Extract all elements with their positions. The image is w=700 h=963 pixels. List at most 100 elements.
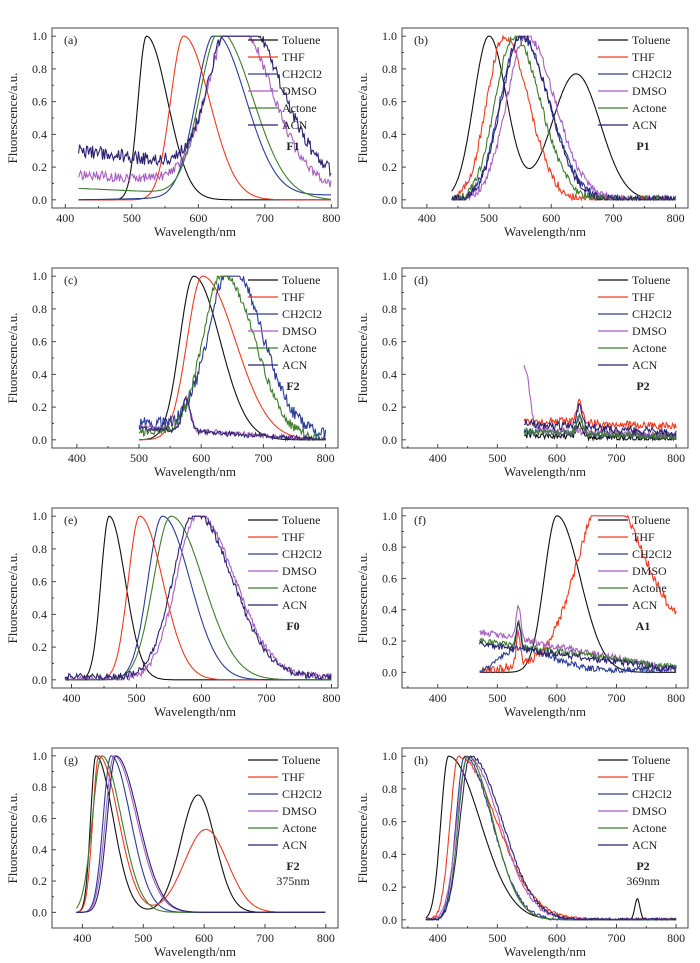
legend-label: CH2Cl2: [282, 67, 322, 81]
chart-svg: 400 500 600 700 800 0.0 0.2 0.4 0.6 0.8 1.0 Wavelen…: [5, 507, 341, 719]
legend-label: ACN: [282, 838, 308, 852]
x-axis-label: Wavelength/nm: [504, 464, 586, 479]
x-tick-label: 600: [548, 931, 566, 945]
legend-label: DMSO: [282, 84, 317, 98]
x-tick-label: 800: [317, 931, 335, 945]
y-tick-label: 0.2: [382, 400, 397, 414]
panel-e: 400 500 600 700 800 0.0 0.2 0.4 0.6 0.8 1.0 Wavelen…: [0, 480, 350, 720]
y-tick-label: 0.2: [32, 640, 47, 654]
legend-label: ACN: [282, 118, 308, 132]
legend-label: DMSO: [632, 564, 667, 578]
x-tick-label: 500: [488, 931, 506, 945]
y-axis-label: Fluorescence/a.u.: [5, 313, 20, 404]
legend-label: DMSO: [282, 324, 317, 338]
y-tick-label: 0.0: [382, 913, 397, 927]
x-axis-label: Wavelength/nm: [504, 704, 586, 719]
y-tick-label: 0.4: [382, 847, 397, 861]
y-tick-label: 0.0: [382, 193, 397, 207]
x-tick-label: 800: [667, 931, 685, 945]
y-tick-label: 0.2: [32, 160, 47, 174]
y-tick-label: 0.4: [32, 843, 47, 857]
y-tick-label: 0.8: [32, 542, 47, 556]
y-tick-label: 0.6: [382, 571, 397, 585]
legend-label: Toluene: [632, 753, 670, 767]
y-tick-label: 0.0: [32, 433, 47, 447]
legend-label: Toluene: [632, 33, 670, 47]
y-tick-label: 0.4: [32, 127, 47, 141]
x-tick-label: 700: [608, 931, 626, 945]
x-tick-label: 700: [256, 211, 274, 225]
y-tick-label: 0.6: [32, 95, 47, 109]
y-tick-label: 0.4: [382, 367, 397, 381]
x-tick-label: 700: [256, 931, 274, 945]
x-tick-label: 700: [254, 451, 272, 465]
y-tick-label: 0.6: [32, 335, 47, 349]
y-axis-label: Fluorescence/a.u.: [355, 313, 370, 404]
sample-annotation: P1: [636, 139, 649, 153]
y-axis-label: Fluorescence/a.u.: [355, 73, 370, 164]
sample-annotation: P2: [636, 379, 649, 393]
legend-label: THF: [632, 50, 655, 64]
panel-label: (c): [64, 273, 77, 287]
series-line-thf: [523, 398, 677, 431]
legend-label: Toluene: [282, 753, 320, 767]
panel-label: (a): [64, 33, 77, 47]
y-tick-label: 0.6: [32, 811, 47, 825]
plot-frame: [401, 507, 689, 689]
panel-label: (b): [414, 33, 428, 47]
x-axis-label: Wavelength/nm: [154, 464, 236, 479]
y-tick-label: 0.8: [32, 302, 47, 316]
legend-label: Actone: [632, 101, 667, 115]
legend-label: Actone: [632, 821, 667, 835]
y-tick-label: 1.0: [32, 749, 47, 763]
chart-svg: 400 500 600 700 800 0.0 0.2 0.4 0.6 0.8 1.0 Wavelen…: [355, 747, 689, 959]
chart-svg: 400 500 600 700 800 0.0 0.2 0.4 0.6 0.8 1.0 Wavelen…: [5, 267, 339, 479]
y-tick-label: 1.0: [32, 29, 47, 43]
x-tick-label: 400: [68, 451, 86, 465]
y-tick-label: 0.0: [32, 193, 47, 207]
series-line-dmso: [479, 605, 677, 673]
panel-d: 400 500 600 700 800 0.0 0.2 0.4 0.6 0.8 1.0 Wavelen…: [350, 240, 700, 480]
x-tick-label: 600: [193, 691, 211, 705]
y-tick-label: 1.0: [382, 269, 397, 283]
series-line-actone: [65, 515, 332, 681]
series-line-acn: [78, 35, 332, 178]
legend-label: THF: [282, 530, 305, 544]
legend-label: ACN: [632, 598, 658, 612]
series-line-acn: [425, 755, 677, 921]
panel-label: (g): [64, 753, 78, 767]
y-axis-label: Fluorescence/a.u.: [5, 793, 20, 884]
y-tick-label: 0.8: [32, 62, 47, 76]
legend-label: Toluene: [282, 33, 320, 47]
chart-svg: 400 500 600 700 800 0.0 0.2 0.4 0.6 0.8 1.0 Wavelen…: [5, 747, 339, 959]
x-tick-label: 700: [608, 451, 626, 465]
x-tick-label: 600: [542, 211, 560, 225]
series-line-toluene: [451, 35, 676, 201]
legend-label: CH2Cl2: [632, 67, 672, 81]
y-tick-label: 0.6: [32, 575, 47, 589]
series-line-acn: [451, 35, 676, 202]
x-tick-label: 500: [128, 691, 146, 705]
x-tick-label: 600: [548, 451, 566, 465]
series-line-actone: [451, 34, 677, 202]
y-tick-label: 1.0: [382, 29, 397, 43]
x-tick-label: 400: [73, 931, 91, 945]
y-tick-label: 0.0: [382, 665, 397, 679]
sample-annotation: P2: [636, 859, 649, 873]
legend-label: Actone: [632, 341, 667, 355]
y-tick-label: 0.8: [382, 62, 397, 76]
x-tick-label: 500: [134, 931, 152, 945]
sample-annotation: F2: [286, 379, 299, 393]
legend-label: CH2Cl2: [282, 547, 322, 561]
series-line-dmso: [451, 35, 676, 202]
x-tick-label: 700: [608, 691, 626, 705]
y-tick-label: 0.6: [382, 335, 397, 349]
x-tick-label: 800: [667, 211, 685, 225]
legend-label: DMSO: [632, 324, 667, 338]
y-tick-label: 0.2: [382, 880, 397, 894]
series-line-acn: [76, 755, 326, 913]
y-tick-label: 0.8: [382, 540, 397, 554]
x-axis-label: Wavelength/nm: [154, 224, 236, 239]
legend-label: DMSO: [282, 804, 317, 818]
panel-label: (e): [64, 513, 77, 527]
